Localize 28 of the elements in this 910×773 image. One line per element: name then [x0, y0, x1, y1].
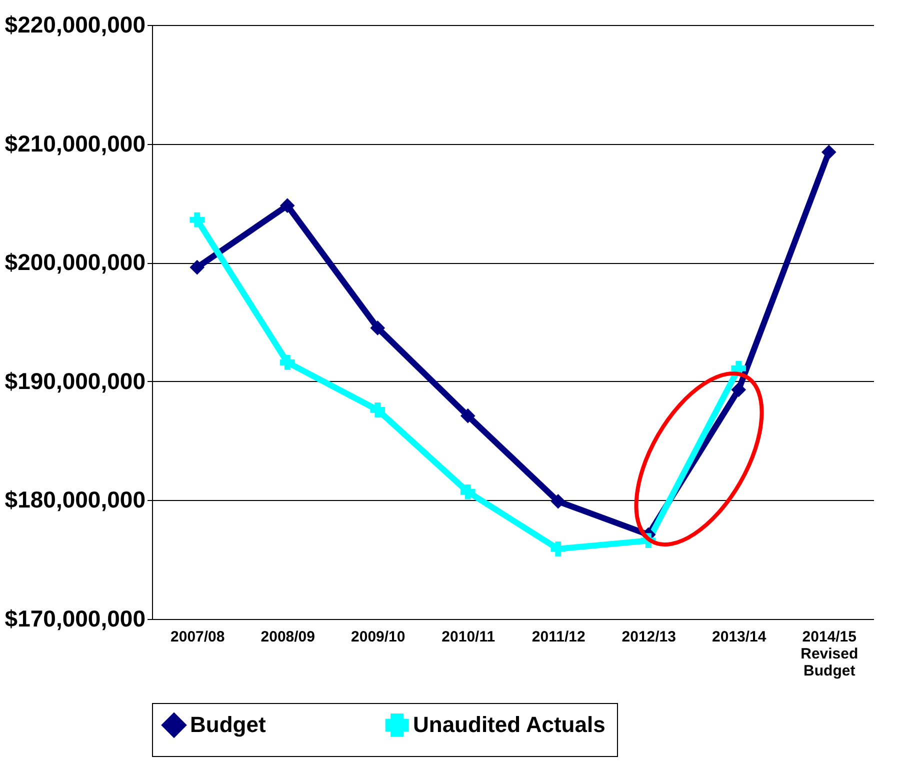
y-tick-label: $190,000,000 [4, 368, 146, 394]
y-tick-label: $200,000,000 [4, 249, 146, 276]
legend-label: Budget [190, 712, 266, 738]
y-tick-label: $210,000,000 [4, 130, 146, 156]
point [550, 541, 566, 556]
x-tick-label: 2010/11 [442, 628, 496, 646]
x-tick-label: 2012/13 [622, 628, 676, 646]
point [190, 212, 205, 228]
point [370, 402, 386, 418]
x-tick-label: 2013/14 [712, 628, 767, 646]
y-tick-label: $180,000,000 [4, 486, 146, 513]
point [550, 494, 566, 509]
point [731, 382, 746, 398]
y-tick-label: $170,000,000 [4, 606, 146, 632]
x-tick-label: 2008/09 [260, 628, 315, 646]
point [821, 144, 836, 160]
point [190, 260, 205, 275]
legend-label: Unaudited Actuals [413, 712, 606, 738]
point [280, 354, 295, 370]
x-tick-label: 2011/12 [532, 628, 586, 646]
x-tick-label: 2007/08 [170, 628, 225, 646]
point [460, 408, 476, 424]
x-tick-label: 2009/10 [351, 628, 406, 646]
point [370, 320, 386, 336]
point [460, 484, 476, 500]
point [280, 198, 295, 213]
y-tick-label: $220,000,000 [4, 12, 146, 38]
x-tick-label: 2014/15 Revised Budget [800, 628, 858, 680]
